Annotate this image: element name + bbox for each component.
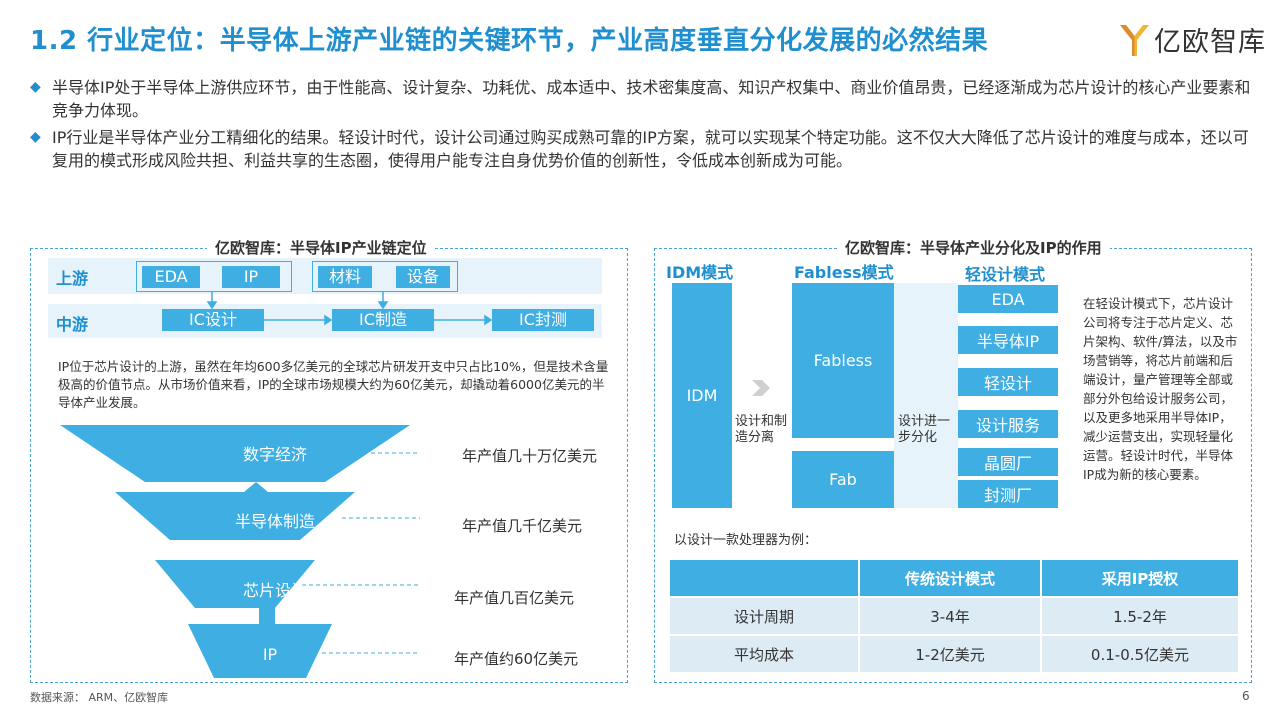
fabless-band	[894, 283, 958, 508]
light-design-explanation: 在轻设计模式下，芯片设计公司将专注于芯片定义、芯片架构、软件/算法，以及市场营销…	[1083, 296, 1238, 482]
bullet-text: 半导体IP处于半导体上游供应环节，由于性能高、设计复杂、功耗优、成本适中、技术密…	[52, 78, 1251, 120]
chain-ic-packaging: IC封测	[492, 309, 594, 331]
light-item-packaging-test: 封测厂	[958, 480, 1058, 508]
fabless-mode-heading: Fabless模式	[794, 263, 894, 282]
data-source: 数据来源： ARM、亿欧智库	[30, 691, 169, 704]
idm-separation-note: 设计和制造分离	[735, 414, 788, 445]
funnel-value: 年产值约60亿美元	[454, 650, 579, 668]
light-design-heading: 轻设计模式	[965, 265, 1046, 284]
funnel-level-digital-economy	[60, 425, 410, 482]
chain-ic-design: IC设计	[162, 309, 264, 331]
funnel-level-ip	[188, 624, 332, 678]
idm-block: IDM	[672, 283, 732, 508]
light-item-design-service: 设计服务	[958, 410, 1058, 438]
left-panel-title: 亿欧智库：半导体IP产业链定位	[207, 237, 435, 258]
funnel-level-chip-design	[155, 560, 315, 608]
value-funnel	[60, 425, 420, 678]
bullet-item: ◆ IP行业是半导体产业分工精细化的结果。轻设计时代，设计公司通过购买成熟可靠的…	[30, 126, 1252, 172]
table-cell: 平均成本	[668, 634, 860, 674]
table-header-cell	[668, 558, 860, 598]
funnel-label: 半导体制造	[234, 512, 315, 531]
light-item-light-design: 轻设计	[958, 368, 1058, 396]
upstream-label: 上游	[56, 269, 89, 288]
table-cell: 1.5-2年	[1039, 596, 1241, 636]
chevron-right-icon	[752, 380, 770, 396]
chain-ic-manufacturing: IC制造	[332, 309, 434, 331]
logo: 亿欧智库	[1118, 20, 1266, 59]
bullet-text: IP行业是半导体产业分工精细化的结果。轻设计时代，设计公司通过购买成熟可靠的IP…	[52, 128, 1249, 170]
funnel-value: 年产值几百亿美元	[454, 589, 575, 607]
table-row: 设计周期 3-4年 1.5-2年	[668, 596, 1241, 636]
funnel-label: 数字经济	[242, 445, 307, 464]
funnel-connector-2	[259, 608, 275, 624]
tag-equipment: 设备	[396, 266, 450, 288]
fab-block: Fab	[792, 451, 894, 508]
left-panel: 亿欧智库：半导体IP产业链定位	[30, 237, 628, 683]
diamond-bullet-icon: ◆	[30, 129, 41, 145]
yiou-logo-icon	[1120, 24, 1149, 56]
comparison-table: 传统设计模式 采用IP授权 设计周期 3-4年 1.5-2年 平均成本 1-2亿…	[668, 558, 1241, 674]
table-cell: 设计周期	[668, 596, 860, 636]
upstream-group-materials	[312, 261, 458, 292]
right-panel-title: 亿欧智库：半导体产业分化及IP的作用	[837, 237, 1110, 258]
light-item-semiconductor-ip: 半导体IP	[958, 326, 1058, 354]
right-panel: 亿欧智库：半导体产业分化及IP的作用	[654, 237, 1252, 683]
table-row: 平均成本 1-2亿美元 0.1-0.5亿美元	[668, 634, 1241, 674]
table-header-row: 传统设计模式 采用IP授权	[668, 558, 1241, 598]
funnel-label: IP	[262, 645, 278, 664]
page-title: 1.2 行业定位：半导体上游产业链的关键环节，产业高度垂直分化发展的必然结果	[30, 26, 989, 56]
funnel-value: 年产值几千亿美元	[462, 517, 583, 535]
logo-text: 亿欧智库	[1154, 27, 1266, 58]
table-cell: 1-2亿美元	[858, 634, 1042, 674]
upstream-group-eda-ip	[136, 261, 292, 292]
table-cell: 3-4年	[858, 596, 1042, 636]
table-cell: 0.1-0.5亿美元	[1039, 634, 1241, 674]
table-header-cell: 采用IP授权	[1039, 558, 1241, 598]
tag-materials: 材料	[318, 266, 372, 288]
light-item-eda: EDA	[958, 285, 1058, 313]
bullet-item: ◆ 半导体IP处于半导体上游供应环节，由于性能高、设计复杂、功耗优、成本适中、技…	[30, 76, 1252, 122]
funnel-value: 年产值几十万亿美元	[462, 447, 598, 465]
example-label: 以设计一款处理器为例：	[674, 533, 818, 548]
tag-ip: IP	[222, 266, 280, 288]
bullet-list: ◆ 半导体IP处于半导体上游供应环节，由于性能高、设计复杂、功耗优、成本适中、技…	[30, 76, 1252, 176]
idm-mode-heading: IDM模式	[666, 263, 734, 282]
funnel-level-semiconductor-manufacturing	[115, 492, 355, 540]
funnel-connector-1	[244, 482, 268, 492]
page-number: 6	[1242, 689, 1250, 703]
funnel-label: 芯片设计	[242, 581, 307, 600]
fabless-block: Fabless	[792, 283, 894, 438]
light-item-wafer-fab: 晶圆厂	[958, 448, 1058, 476]
midstream-label: 中游	[56, 315, 89, 334]
diamond-bullet-icon: ◆	[30, 79, 41, 95]
table-header-cell: 传统设计模式	[858, 558, 1042, 598]
fabless-split-note: 设计进一步分化	[898, 414, 951, 445]
ip-position-description: IP位于芯片设计的上游，虽然在年均600多亿美元的全球芯片研发开支中只占比10%…	[58, 359, 609, 410]
tag-eda: EDA	[142, 266, 200, 288]
chain-arrows	[206, 292, 493, 326]
